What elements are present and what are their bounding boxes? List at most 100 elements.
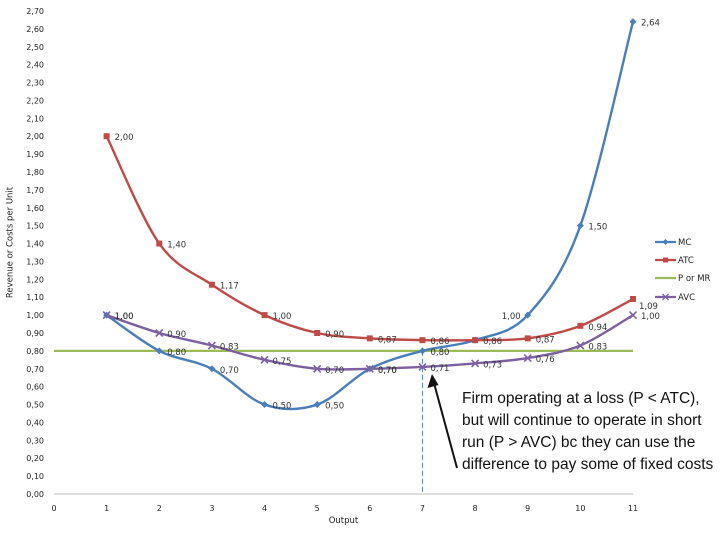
x-tick-label: 6 (367, 504, 372, 513)
avc-data-label: 0,73 (483, 360, 502, 370)
atc-point (103, 133, 110, 140)
mc-point (261, 401, 269, 409)
x-tick-label: 4 (262, 504, 267, 513)
atc-line (105, 135, 634, 342)
annotation-arrow (427, 374, 458, 469)
data-labels: 1,00 0,80 0,70 0,50 0,50 0,70 0,80 1,00 1,50 2,64… (115, 19, 660, 412)
mc-data-label: 0,80 (167, 348, 186, 358)
y-tick-label: 2,30 (26, 79, 44, 88)
atc-point (472, 337, 479, 344)
y-axis-ticks: 0,00 0,10 0,20 0,30 0,40 0,50 0,60 0,70 0,80 0,90… (26, 7, 44, 499)
avc-data-label: 1,00 (115, 312, 134, 322)
y-tick-label: 2,00 (26, 132, 44, 141)
atc-data-label: 2,00 (115, 133, 134, 143)
mc-data-label: 1,00 (115, 312, 134, 322)
y-tick-label: 0,80 (26, 347, 44, 356)
avc-data-label: 0,76 (536, 355, 555, 365)
mc-data-label: 0,50 (273, 402, 292, 412)
annotation-arrow-head (427, 374, 439, 388)
y-tick-label: 1,70 (26, 186, 44, 195)
x-tick-label: 9 (525, 504, 530, 513)
atc-point (314, 330, 321, 336)
series-lines (54, 21, 635, 411)
avc-point (207, 341, 216, 350)
avc-point (365, 364, 374, 373)
annotation-arrow-shaft (433, 382, 458, 469)
avc-data-label: 0,70 (378, 366, 397, 376)
mc-data-label: 0,80 (430, 348, 449, 358)
legend-atc-marker (663, 257, 668, 263)
y-tick-label: 1,50 (26, 222, 44, 231)
x-tick-label: 2 (157, 504, 162, 513)
avc-point (418, 362, 427, 372)
mc-point (524, 311, 532, 319)
y-tick-label: 0,30 (26, 436, 44, 445)
legend-atc-label: ATC (678, 256, 694, 266)
y-tick-label: 0,70 (26, 365, 44, 374)
x-axis-title: Output (329, 516, 359, 526)
avc-point (155, 328, 164, 338)
atc-data-label: 0,86 (430, 337, 449, 347)
mc-point (629, 18, 637, 26)
y-tick-label: 1,20 (26, 275, 44, 284)
x-tick-label: 1 (104, 504, 109, 513)
y-tick-label: 2,70 (26, 7, 44, 16)
atc-data-label: 1,17 (220, 282, 239, 292)
atc-data-label: 1,40 (167, 241, 186, 251)
avc-point (523, 353, 532, 363)
atc-point (366, 335, 373, 342)
y-tick-label: 1,30 (26, 257, 44, 266)
x-tick-label: 0 (51, 504, 56, 513)
y-tick-label: 2,40 (26, 61, 44, 70)
avc-point (260, 355, 269, 364)
legend-p-or-mr-label: P or MR (678, 274, 711, 284)
legend-mc-marker (662, 239, 669, 245)
y-tick-label: 1,60 (26, 204, 44, 213)
x-tick-label: 8 (473, 504, 478, 513)
atc-data-label: 0,90 (325, 330, 344, 340)
y-tick-label: 0,60 (26, 383, 44, 392)
atc-point (577, 322, 584, 329)
atc-data-label: 1,09 (639, 302, 658, 312)
avc-point (102, 311, 111, 320)
y-tick-label: 2,20 (26, 96, 44, 105)
legend: MC ATC P or MR AVC (655, 238, 711, 303)
avc-data-label: 0,71 (430, 364, 449, 374)
mc-data-label: 2,64 (641, 19, 660, 29)
avc-data-label: 0,83 (220, 343, 239, 353)
mc-point (313, 401, 321, 409)
y-tick-label: 0,50 (26, 401, 44, 410)
mc-data-label: 1,50 (588, 223, 607, 233)
atc-point (630, 296, 636, 303)
y-tick-label: 0,40 (26, 418, 44, 427)
atc-point (156, 240, 163, 247)
mc-point (418, 347, 426, 355)
atc-point (419, 337, 426, 344)
legend-avc-label: AVC (678, 293, 695, 303)
y-tick-label: 0,10 (26, 472, 44, 481)
x-tick-label: 11 (628, 504, 638, 513)
atc-data-label: 1,00 (273, 312, 292, 322)
avc-data-label: 0,83 (588, 343, 607, 353)
x-tick-label: 5 (315, 504, 320, 513)
annotation-text: Firm operating at a loss (P < ATC), but … (462, 390, 714, 473)
legend-mc-label: MC (678, 238, 691, 248)
mc-data-label: 0,70 (220, 366, 239, 376)
mc-point (155, 347, 163, 355)
y-tick-label: 1,40 (26, 240, 44, 249)
atc-data-label: 0,86 (483, 337, 502, 347)
avc-data-label: 1,00 (641, 312, 660, 322)
x-axis-ticks: 0 1 2 3 4 5 6 7 8 9 10 11 (51, 504, 638, 513)
atc-point (208, 281, 215, 288)
avc-data-label: 0,75 (273, 357, 292, 367)
atc-point (261, 312, 268, 319)
y-axis-title: Revenue or Costs per Unit (6, 186, 16, 298)
atc-point (524, 335, 531, 342)
avc-data-label: 0,90 (167, 330, 186, 340)
avc-point (628, 311, 638, 320)
mc-point (576, 222, 584, 230)
avc-point (471, 359, 480, 368)
x-tick-label: 7 (420, 504, 425, 513)
x-tick-label: 10 (575, 504, 585, 513)
